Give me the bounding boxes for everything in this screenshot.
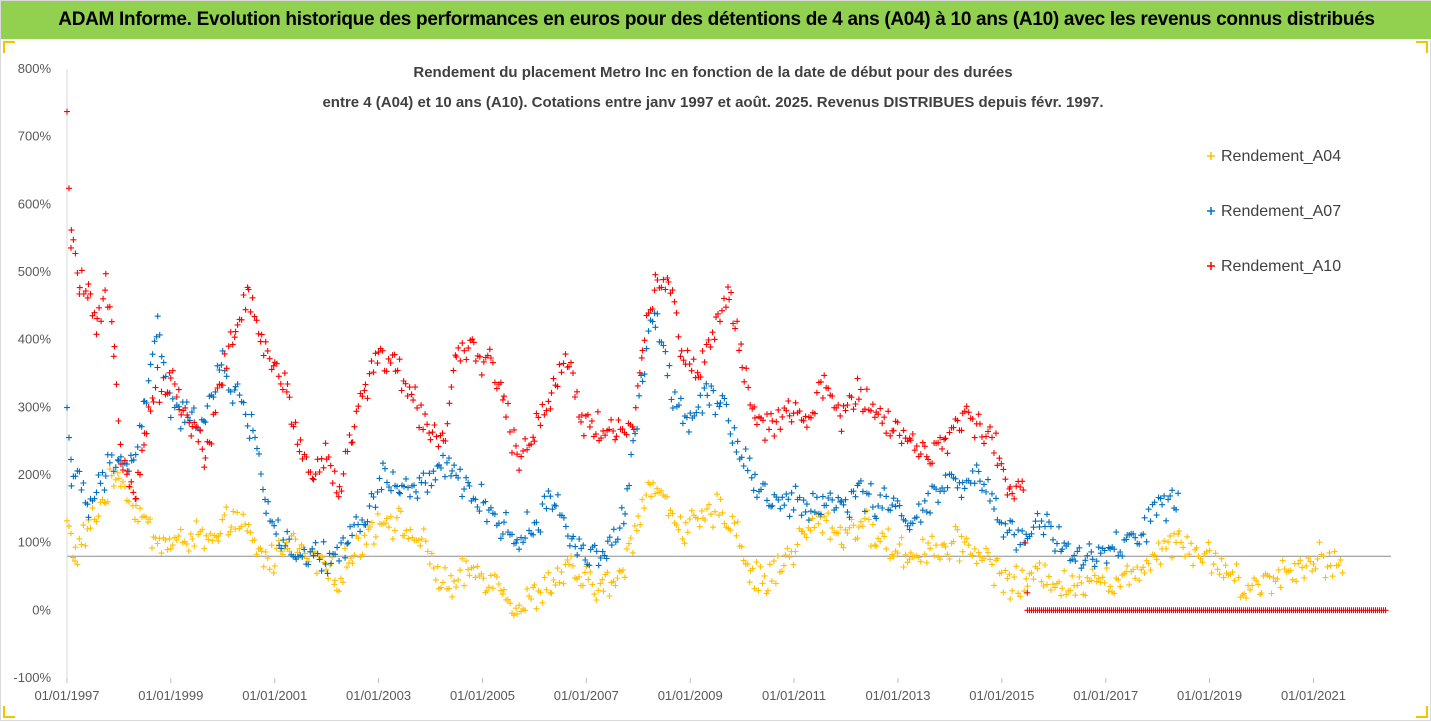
selection-corner-bottom-right[interactable] [1416,706,1428,718]
x-tick-label: 01/01/2013 [865,688,930,703]
x-axis: 01/01/1997 01/01/1999 01/01/2001 01/01/2003… [34,69,1346,703]
banner-title: ADAM Informe. Evolution historique des p… [58,9,1375,30]
chart-title-line-2: entre 4 (A04) et 10 ans (A10). Cotations… [322,94,1103,111]
legend-item-Rendement_A10[interactable]: Rendement_A10 [1207,258,1341,275]
x-tick-label: 01/01/1999 [138,688,203,703]
chart-title-background [291,55,1149,121]
x-tick-label: 01/01/2007 [554,688,619,703]
selection-corner-bottom-left[interactable] [3,706,15,718]
series-Rendement_A04-points [64,466,1346,619]
x-tick-label: 01/01/2009 [658,688,723,703]
x-tick-label: 01/01/2001 [242,688,307,703]
y-tick-label: 700% [18,129,52,144]
series-Rendement_A10 [64,108,1389,614]
legend-label: Rendement_A07 [1221,203,1341,220]
series-Rendement_A07 [64,310,1182,577]
title-banner: ADAM Informe. Evolution historique des p… [1,1,1431,39]
selection-corner-top-right[interactable] [1416,41,1428,53]
y-tick-label: 400% [18,332,52,347]
y-tick-label: 800% [18,61,52,76]
x-tick-label: 01/01/2017 [1073,688,1138,703]
x-tick-label: 01/01/2019 [1177,688,1242,703]
series-marks [64,108,1389,619]
series-Rendement_A04 [64,466,1346,619]
y-tick-label: 600% [18,196,52,211]
y-tick-label: 100% [18,535,52,550]
legend-item-Rendement_A07[interactable]: Rendement_A07 [1207,203,1341,220]
series-Rendement_A07-points [64,310,1182,577]
x-tick-label: 01/01/2021 [1281,688,1346,703]
x-tick-label: 01/01/2015 [969,688,1034,703]
x-tick-label: 01/01/2011 [762,688,826,703]
legend-marker [1207,207,1215,215]
x-tick-label: 01/01/2005 [450,688,515,703]
chart-title: Rendement du placement Metro Inc en fonc… [291,55,1149,121]
x-tick-label: 01/01/2003 [346,688,411,703]
legend[interactable]: Rendement_A04 Rendement_A07 Rendement_A10 [1169,129,1391,297]
legend-marker [1207,262,1215,270]
legend-background [1169,129,1391,297]
y-tick-label: 200% [18,467,52,482]
x-tick-label: 01/01/1997 [34,688,99,703]
series-Rendement_A10-points [64,108,1389,614]
y-tick-label: 0% [32,602,51,617]
y-axis: -100% 0% 100% 200% 300% 400% 500% 600% 700% 800% [13,61,1391,685]
legend-label: Rendement_A10 [1221,258,1341,275]
chart-title-line-1: Rendement du placement Metro Inc en fonc… [413,64,1012,81]
legend-marker [1207,152,1215,160]
y-tick-label: 500% [18,264,52,279]
legend-label: Rendement_A04 [1221,148,1341,165]
legend-item-Rendement_A04[interactable]: Rendement_A04 [1207,148,1341,165]
selection-corner-top-left[interactable] [3,41,15,53]
y-tick-label: 300% [18,399,52,414]
y-tick-label: -100% [13,670,51,685]
